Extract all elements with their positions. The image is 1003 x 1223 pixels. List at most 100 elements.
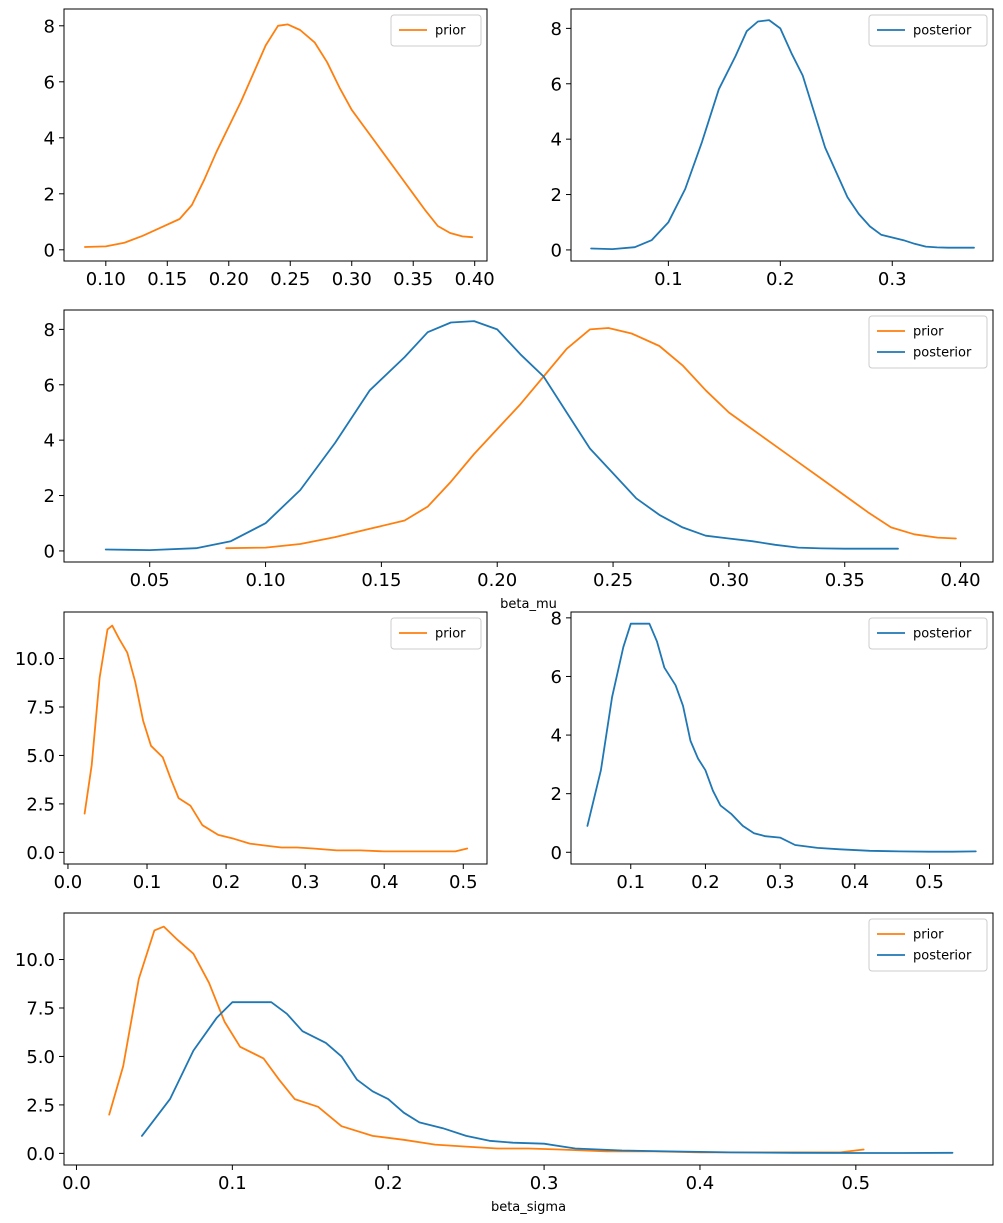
legend-box xyxy=(868,617,988,650)
legend-box xyxy=(868,315,988,369)
x-tick-label: 0.2 xyxy=(691,872,720,893)
series-line-posterior xyxy=(590,19,975,251)
legend-label-prior: prior xyxy=(913,928,944,943)
chart-panel-beta-sigma-prior: 0.0 0.1 0.2 0.3 0.4 0.5 0.0 2.5 5.0 7.5 10.0 prior xyxy=(15,611,488,893)
legend: prior posterior xyxy=(868,918,988,972)
x-tick-label: 0.0 xyxy=(54,872,83,893)
y-tick-label: 5.0 xyxy=(26,1047,55,1068)
chart-panel-beta-mu-prior: 0.10 0.15 0.20 0.25 0.30 0.35 0.40 0 2 4 6 8 prior xyxy=(44,8,495,290)
x-tick-label: 0.1 xyxy=(654,269,683,290)
x-axis-label: beta_sigma xyxy=(491,1200,566,1215)
x-tick-label: 0.10 xyxy=(86,269,126,290)
y-tick-label: 7.5 xyxy=(26,998,55,1019)
y-tick-label: 2 xyxy=(44,486,55,507)
x-tick-label: 0.3 xyxy=(766,872,795,893)
axes-frame xyxy=(63,8,488,262)
legend: posterior xyxy=(868,617,988,650)
x-tick-label: 0.5 xyxy=(915,872,944,893)
x-tick-label: 0.15 xyxy=(147,269,187,290)
legend-label-posterior: posterior xyxy=(913,24,972,39)
y-tick-label: 0.0 xyxy=(26,1144,55,1165)
x-tick-label: 0.40 xyxy=(941,570,981,591)
y-tick-label: 0 xyxy=(551,240,562,261)
y-tick-label: 8 xyxy=(44,16,55,37)
y-tick-label: 10.0 xyxy=(15,649,55,670)
y-tick-label: 6 xyxy=(44,72,55,93)
x-tick-label: 0.4 xyxy=(370,872,399,893)
y-tick-label: 6 xyxy=(551,667,562,688)
x-tick-label: 0.3 xyxy=(530,1173,559,1194)
y-tick-label: 0.0 xyxy=(26,843,55,864)
legend-box xyxy=(390,14,482,47)
chart-panel-beta-mu-posterior: 0.1 0.2 0.3 0 2 4 6 8 posterior xyxy=(551,8,994,290)
legend-label-prior: prior xyxy=(435,24,466,39)
legend: prior posterior xyxy=(868,315,988,369)
y-tick-label: 0 xyxy=(44,541,55,562)
y-tick-label: 4 xyxy=(551,726,562,747)
series-line-posterior xyxy=(586,622,977,853)
x-tick-label: 0.5 xyxy=(449,872,478,893)
x-tick-label: 0.05 xyxy=(130,570,170,591)
y-tick-label: 6 xyxy=(551,74,562,95)
x-tick-label: 0.5 xyxy=(842,1173,871,1194)
x-tick-label: 0.4 xyxy=(686,1173,715,1194)
legend: posterior xyxy=(868,14,988,47)
y-tick-label: 5.0 xyxy=(26,746,55,767)
legend-label-posterior: posterior xyxy=(913,627,972,642)
x-tick-label: 0.2 xyxy=(766,269,795,290)
y-tick-label: 2.5 xyxy=(26,1095,55,1116)
legend-box xyxy=(868,14,988,47)
series-line-posterior xyxy=(140,1001,954,1154)
y-tick-label: 8 xyxy=(44,320,55,341)
x-tick-label: 0.20 xyxy=(209,269,249,290)
chart-panel-beta-mu-combined: 0.05 0.10 0.15 0.20 0.25 0.30 0.35 0.40 0 2 4 6 8 bet… xyxy=(44,309,994,612)
x-tick-label: 0.1 xyxy=(133,872,162,893)
y-tick-label: 2.5 xyxy=(26,794,55,815)
legend-box xyxy=(390,617,482,650)
x-tick-label: 0.1 xyxy=(218,1173,247,1194)
x-tick-label: 0.1 xyxy=(616,872,645,893)
legend-box xyxy=(868,918,988,972)
series-line-posterior xyxy=(104,320,899,551)
x-tick-label: 0.15 xyxy=(361,570,401,591)
y-tick-label: 0 xyxy=(44,240,55,261)
x-tick-label: 0.20 xyxy=(477,570,517,591)
y-tick-label: 0 xyxy=(551,843,562,864)
series-line-prior xyxy=(225,327,957,550)
y-tick-label: 2 xyxy=(551,185,562,206)
axes-frame xyxy=(63,309,994,563)
y-tick-label: 6 xyxy=(44,375,55,396)
x-tick-label: 0.30 xyxy=(709,570,749,591)
x-tick-label: 0.2 xyxy=(212,872,241,893)
chart-panel-beta-sigma-posterior: 0.1 0.2 0.3 0.4 0.5 0 2 4 6 8 posterior xyxy=(551,608,994,893)
y-tick-label: 2 xyxy=(44,184,55,205)
legend-label-posterior: posterior xyxy=(913,949,972,964)
axes-frame xyxy=(63,912,994,1166)
x-tick-label: 0.3 xyxy=(878,269,907,290)
x-tick-label: 0.35 xyxy=(393,269,433,290)
y-tick-label: 8 xyxy=(551,19,562,40)
x-tick-label: 0.3 xyxy=(291,872,320,893)
x-tick-label: 0.4 xyxy=(841,872,870,893)
legend-label-prior: prior xyxy=(913,325,944,340)
y-tick-label: 8 xyxy=(551,608,562,629)
x-tick-label: 0.25 xyxy=(270,269,310,290)
x-tick-label: 0.2 xyxy=(374,1173,403,1194)
series-line-prior xyxy=(84,23,474,248)
x-tick-label: 0.35 xyxy=(825,570,865,591)
y-tick-label: 7.5 xyxy=(26,697,55,718)
axes-frame xyxy=(63,611,488,865)
x-tick-label: 0.0 xyxy=(62,1173,91,1194)
legend: prior xyxy=(390,14,482,47)
chart-panel-beta-sigma-combined: 0.0 0.1 0.2 0.3 0.4 0.5 0.0 2.5 5.0 7.5 10.0 beta_s… xyxy=(15,912,994,1215)
x-tick-label: 0.25 xyxy=(593,570,633,591)
y-tick-label: 2 xyxy=(551,784,562,805)
x-tick-label: 0.30 xyxy=(332,269,372,290)
axes-frame xyxy=(570,611,994,865)
series-line-prior xyxy=(83,624,469,853)
legend: prior xyxy=(390,617,482,650)
x-tick-label: 0.40 xyxy=(455,269,495,290)
legend-label-posterior: posterior xyxy=(913,346,972,361)
y-tick-label: 4 xyxy=(551,130,562,151)
